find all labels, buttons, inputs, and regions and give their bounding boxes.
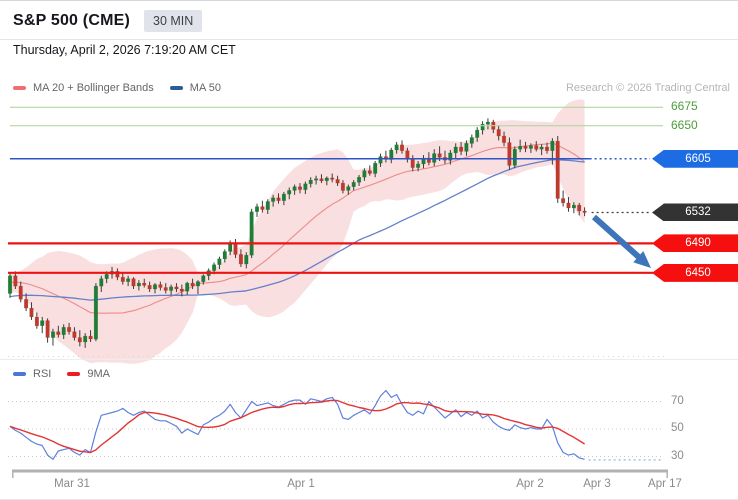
ma20-bollinger-swatch-icon: [13, 86, 26, 90]
price-tag-6450: 6450: [652, 263, 738, 282]
rsi-scale-30: 30: [671, 449, 684, 462]
rsi-swatch-icon: [13, 372, 26, 376]
ma50-swatch-icon: [169, 86, 183, 90]
level-label-6650: 6650: [671, 117, 698, 132]
main-chart-legend: MA 20 + Bollinger Bands MA 50: [13, 82, 221, 94]
timeframe-badge[interactable]: 30 MIN: [144, 9, 203, 32]
ma20-legend-label: MA 20 + Bollinger Bands: [33, 82, 154, 94]
x-axis-label-apr-1: Apr 1: [287, 478, 315, 490]
ma50-legend-label: MA 50: [189, 82, 221, 94]
rsi-scale-50: 50: [671, 422, 684, 434]
price-tag-6490: 6490: [652, 234, 738, 253]
research-credit: Research © 2026 Trading Central: [565, 82, 730, 94]
session-datetime: Thursday, April 2, 2026 7:19:20 AM CET: [13, 43, 236, 57]
price-tag-6532: 6532: [652, 203, 738, 222]
rsi-9ma-swatch-icon: [67, 372, 81, 376]
x-axis-label-apr-2: Apr 2: [516, 478, 544, 490]
rsi-scale-70: 70: [671, 394, 684, 407]
instrument-title: S&P 500 (CME): [13, 11, 131, 29]
x-axis-label-apr-3: Apr 3: [583, 478, 611, 490]
rsi-9ma-legend-label: 9MA: [87, 368, 110, 380]
x-axis-label-mar-31: Mar 31: [54, 478, 90, 490]
rsi-legend: RSI 9MA: [13, 368, 110, 380]
header-bar: S&P 500 (CME) 30 MIN: [0, 2, 738, 40]
price-tag-6605: 6605: [652, 149, 738, 168]
x-axis-label-apr-17: Apr 17: [648, 478, 682, 490]
rsi-legend-label: RSI: [33, 368, 52, 380]
level-label-6675: 6675: [671, 99, 698, 114]
